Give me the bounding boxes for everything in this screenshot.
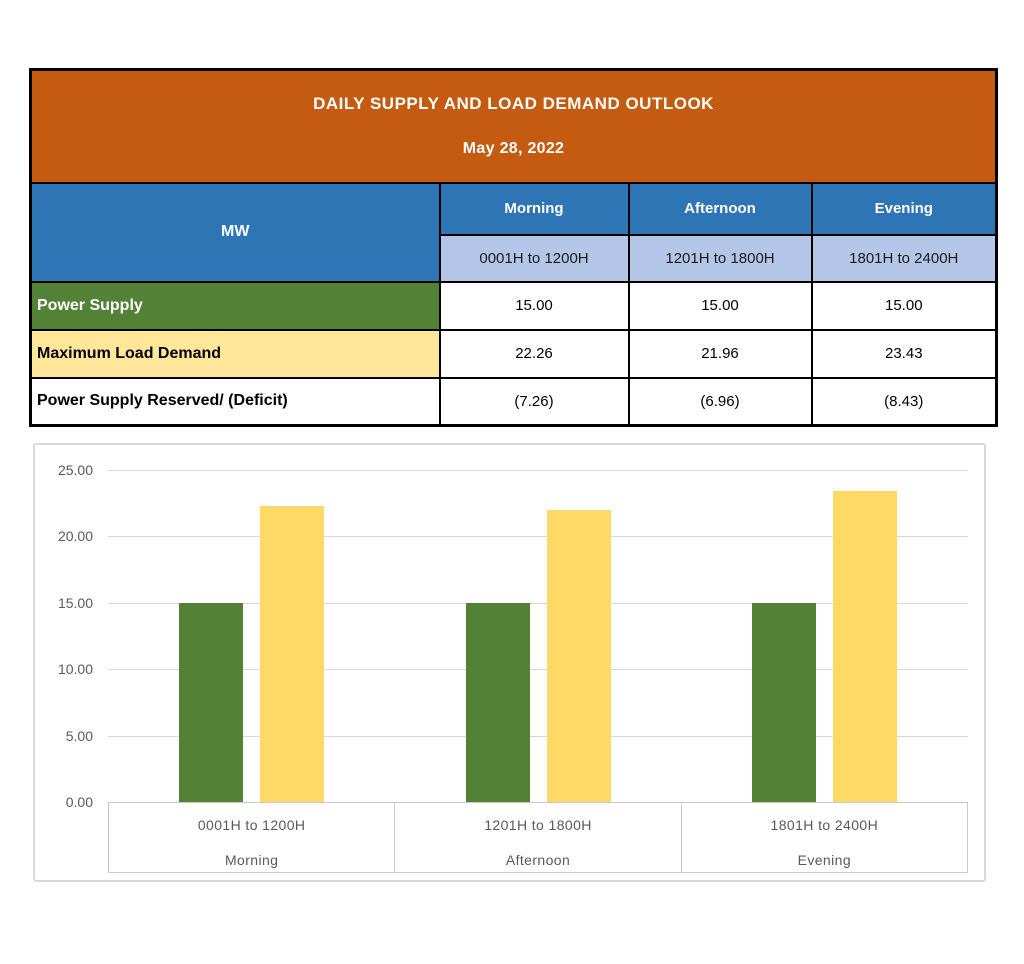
value-supply-evening: 15.00 [810, 280, 998, 331]
row-label-max-load-demand: Maximum Load Demand [29, 328, 441, 379]
report-date: May 28, 2022 [462, 140, 565, 158]
table-row-max-load-demand: Maximum Load Demand 22.26 21.96 23.43 [29, 328, 998, 379]
gridline [108, 470, 968, 471]
category-label-afternoon: 1201H to 1800H Afternoon [394, 803, 680, 872]
y-tick-label: 20.00 [57, 528, 93, 545]
gridline [108, 536, 968, 538]
period-header-row: MW Morning Afternoon Evening [29, 181, 998, 283]
col-header-evening: Evening [810, 181, 998, 236]
bar-chart: 0.00 5.00 10.00 15.00 20.00 25.00 0001H to 12… [33, 443, 986, 882]
page-title: DAILY SUPPLY AND LOAD DEMAND OUTLOOK [313, 94, 714, 114]
hours-cell-evening: 1801H to 2400H [810, 233, 998, 283]
value-deficit-morning: (7.26) [438, 376, 630, 427]
bar-power-supply-evening [752, 602, 817, 802]
hours-cell-afternoon: 1201H to 1800H [627, 233, 813, 283]
col-header-afternoon: Afternoon [627, 181, 813, 236]
value-demand-morning: 22.26 [438, 328, 630, 379]
table-header-row: DAILY SUPPLY AND LOAD DEMAND OUTLOOK May… [29, 68, 998, 184]
col-header-morning: Morning [438, 181, 630, 236]
value-deficit-evening: (8.43) [810, 376, 998, 427]
category-hours-label: 1801H to 2400H [770, 817, 879, 833]
category-hours-label: 1201H to 1800H [484, 817, 592, 833]
category-hours-label: 0001H to 1200H [197, 817, 306, 833]
category-label-morning: 0001H to 1200H Morning [109, 803, 394, 872]
hours-cell-morning: 0001H to 1200H [438, 233, 630, 283]
category-period-label: Morning [224, 852, 279, 868]
bar-maximum-load-demand-afternoon [546, 510, 611, 802]
table-row-reserve-deficit: Power Supply Reserved/ (Deficit) (7.26) … [29, 376, 998, 427]
y-tick-label: 15.00 [57, 594, 93, 611]
table-row-power-supply: Power Supply 15.00 15.00 15.00 [29, 280, 998, 331]
value-demand-afternoon: 21.96 [627, 328, 813, 379]
gridline [108, 669, 968, 671]
y-tick-label: 25.00 [57, 462, 93, 478]
supply-demand-table: DAILY SUPPLY AND LOAD DEMAND OUTLOOK May… [29, 68, 999, 427]
value-supply-morning: 15.00 [438, 280, 630, 331]
row-label-power-supply: Power Supply [29, 280, 441, 331]
bar-power-supply-afternoon [465, 602, 530, 802]
y-tick-label: 5.00 [65, 727, 93, 744]
category-label-evening: 1801H to 2400H Evening [680, 803, 967, 872]
bar-maximum-load-demand-morning [259, 506, 324, 802]
table-title-cell: DAILY SUPPLY AND LOAD DEMAND OUTLOOK May… [29, 68, 998, 184]
value-supply-afternoon: 15.00 [627, 280, 813, 331]
bar-power-supply-morning [178, 602, 243, 802]
hours-header-row: 0001H to 1200H 1201H to 1800H 1801H to 2… [31, 233, 998, 283]
x-axis-category-labels: 0001H to 1200H Morning 1201H to 1800H After… [108, 802, 968, 873]
bar-maximum-load-demand-evening [833, 490, 898, 802]
gridline [108, 735, 968, 737]
y-tick-label: 0.00 [65, 794, 93, 810]
value-deficit-afternoon: (6.96) [627, 376, 813, 427]
value-demand-evening: 23.43 [810, 328, 998, 379]
unit-header-cell: MW [29, 181, 441, 283]
row-label-reserve-deficit: Power Supply Reserved/ (Deficit) [29, 376, 441, 427]
category-period-label: Evening [797, 852, 852, 868]
gridline [108, 602, 968, 604]
y-tick-label: 10.00 [57, 661, 93, 678]
category-period-label: Afternoon [505, 852, 571, 868]
